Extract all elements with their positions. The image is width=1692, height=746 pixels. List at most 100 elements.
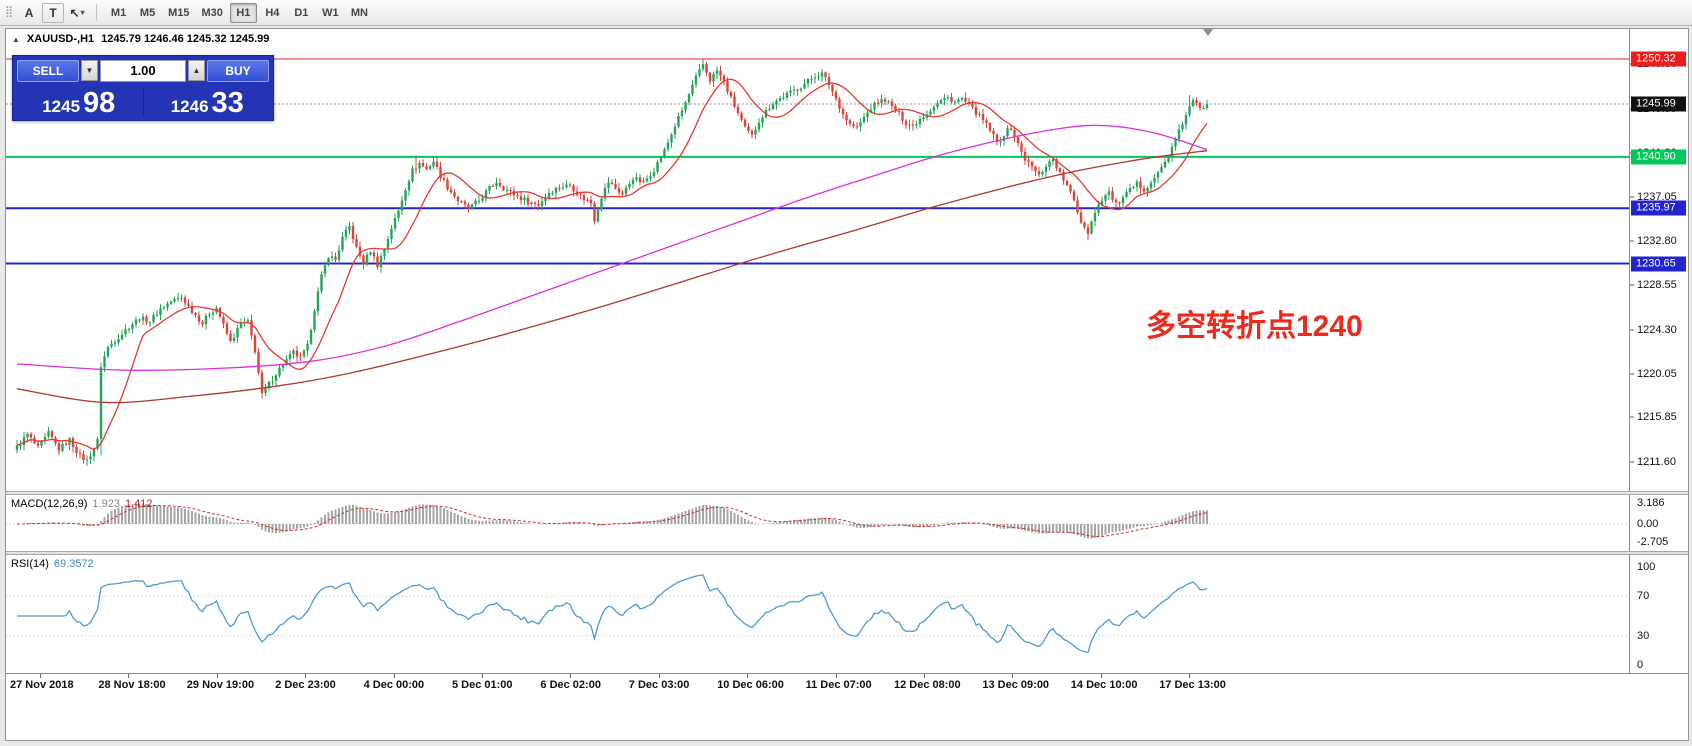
x-axis-tick bbox=[1189, 674, 1191, 678]
y-axis-label: 1224.30 bbox=[1637, 323, 1677, 336]
lot-decrease-button[interactable]: ▼ bbox=[81, 60, 98, 81]
x-axis-label: 10 Dec 06:00 bbox=[717, 679, 784, 691]
x-axis-label: 11 Dec 07:00 bbox=[805, 679, 872, 691]
sell-price-main: 1245 bbox=[42, 97, 81, 117]
buy-price[interactable]: 1246 33 bbox=[146, 87, 270, 120]
tab-timeframe-h4[interactable]: H4 bbox=[259, 3, 286, 23]
toolbar-grip-icon[interactable]: ⣿ bbox=[5, 6, 14, 18]
buy-price-pips: 33 bbox=[211, 87, 244, 120]
rsi-name: RSI(14) bbox=[11, 558, 49, 570]
x-axis-label: 13 Dec 09:00 bbox=[982, 679, 1050, 691]
x-axis-tick bbox=[482, 674, 483, 678]
x-axis-label: 4 Dec 00:00 bbox=[363, 679, 425, 691]
rsi-chart bbox=[6, 574, 1629, 654]
macd-histogram-layer bbox=[23, 503, 1208, 539]
buy-price-main: 1246 bbox=[170, 97, 209, 117]
y-axis-tick bbox=[1630, 329, 1634, 331]
y-axis-tick bbox=[1630, 240, 1634, 242]
lot-increase-button[interactable]: ▲ bbox=[188, 60, 205, 81]
candlestick-chart bbox=[6, 58, 1629, 466]
macd-label: MACD(12,26,9) 1.923 1.412 bbox=[11, 498, 152, 510]
one-click-collapse-icon[interactable]: ▲ bbox=[12, 34, 20, 44]
rsi-value: 69.3572 bbox=[53, 558, 94, 570]
x-axis-label: 5 Dec 01:00 bbox=[452, 679, 513, 691]
level-price-badge: 1230.65 bbox=[1631, 256, 1686, 272]
rsi-axis-label: 70 bbox=[1637, 590, 1650, 603]
x-axis-tick bbox=[1100, 674, 1102, 678]
tab-timeframe-h1[interactable]: H1 bbox=[229, 2, 257, 23]
x-axis-label: 12 Dec 08:00 bbox=[894, 679, 961, 691]
rsi-axis-label: 0 bbox=[1637, 659, 1644, 671]
x-axis-tick bbox=[128, 674, 130, 678]
chart-annotation-text: 多空转折点1240 bbox=[1146, 310, 1363, 343]
sell-price[interactable]: 1245 98 bbox=[17, 87, 141, 120]
x-axis-label: 6 Dec 02:00 bbox=[540, 679, 601, 691]
ma-lines-layer bbox=[16, 78, 1208, 450]
top-toolbar: ⣿ A T ↖ ▾ M1 M5 M15 M30 H1 H4 D1 W1 MN bbox=[0, 0, 1692, 26]
x-axis-label: 17 Dec 13:00 bbox=[1159, 679, 1226, 691]
lot-size-input[interactable] bbox=[100, 59, 186, 82]
x-axis-label: 2 Dec 23:00 bbox=[275, 679, 336, 691]
chart-ohlc-values: 1245.79 1246.46 1245.32 1245.99 bbox=[101, 33, 270, 45]
macd-main-value: 1.923 bbox=[92, 498, 120, 510]
cursor-mode-button[interactable]: ↖ ▾ bbox=[66, 3, 88, 23]
one-click-trading-panel: SELL ▼ ▲ BUY 1245 98 1246 33 bbox=[12, 55, 274, 121]
sell-price-pips: 98 bbox=[83, 87, 116, 120]
y-axis-tick bbox=[1630, 461, 1634, 463]
macd-axis-label: 3.186 bbox=[1637, 497, 1665, 509]
tab-timeframe-m15[interactable]: M15 bbox=[163, 3, 194, 23]
x-axis-tick bbox=[835, 674, 837, 678]
tab-timeframe-mn[interactable]: MN bbox=[346, 3, 373, 23]
price-axis[interactable]: 1249.801245.551241.301237.051232.801228.… bbox=[1630, 29, 1688, 491]
sell-button[interactable]: SELL bbox=[17, 59, 79, 82]
macd-signal-value: 1.412 bbox=[124, 498, 153, 510]
rsi-pane: RSI(14) 69.3572 100 70 30 0 bbox=[6, 555, 1688, 673]
time-axis[interactable]: 27 Nov 2018 28 Nov 18:00 29 Nov 19:00 2 Dec… bbox=[6, 673, 1688, 697]
x-axis-tick bbox=[924, 674, 925, 678]
y-axis-label: 1228.55 bbox=[1637, 279, 1677, 292]
pane-separator[interactable] bbox=[6, 491, 1688, 495]
text-annotation-button[interactable]: A bbox=[18, 3, 40, 23]
tab-timeframe-d1[interactable]: D1 bbox=[288, 3, 315, 23]
x-axis-label: 28 Nov 18:00 bbox=[98, 679, 166, 691]
rsi-axis-label: 100 bbox=[1637, 561, 1656, 573]
x-axis-tick bbox=[658, 674, 660, 678]
chart-title: ▲ XAUUSD-,H1 1245.79 1246.46 1245.32 124… bbox=[12, 33, 269, 45]
buy-button[interactable]: BUY bbox=[207, 59, 269, 82]
chevron-down-icon: ▾ bbox=[80, 8, 85, 17]
y-axis-label: 1237.05 bbox=[1637, 190, 1677, 203]
text-label-button[interactable]: T bbox=[42, 2, 65, 23]
tab-timeframe-w1[interactable]: W1 bbox=[317, 3, 344, 23]
pane-separator[interactable] bbox=[6, 551, 1688, 555]
rsi-line bbox=[17, 574, 1208, 654]
y-axis-tick bbox=[1630, 284, 1634, 286]
toolbar-separator bbox=[96, 4, 98, 21]
macd-axis-label: -2.705 bbox=[1637, 536, 1669, 548]
tab-timeframe-m5[interactable]: M5 bbox=[134, 3, 161, 23]
x-axis-tick bbox=[40, 674, 41, 678]
tab-timeframe-m30[interactable]: M30 bbox=[196, 3, 227, 23]
chart-symbol-period: XAUUSD-,H1 bbox=[26, 33, 95, 45]
main-chart-pane: ▲ XAUUSD-,H1 1245.79 1246.46 1245.32 124… bbox=[6, 29, 1688, 491]
macd-canvas[interactable]: MACD(12,26,9) 1.923 1.412 bbox=[6, 495, 1630, 551]
chart-window: ▲ XAUUSD-,H1 1245.79 1246.46 1245.32 124… bbox=[5, 28, 1689, 741]
level-price-badge: 1235.97 bbox=[1631, 200, 1686, 216]
x-axis-tick bbox=[1012, 674, 1014, 678]
y-axis-label: 1211.60 bbox=[1637, 455, 1676, 468]
price-divider bbox=[142, 87, 144, 117]
timeframe-button-group: M1 M5 M15 M30 H1 H4 D1 W1 MN bbox=[105, 2, 373, 23]
price-chart-canvas[interactable]: ▲ XAUUSD-,H1 1245.79 1246.46 1245.32 124… bbox=[6, 29, 1630, 491]
level-lines-layer bbox=[6, 58, 1629, 265]
tab-timeframe-m1[interactable]: M1 bbox=[105, 3, 132, 23]
x-axis-tick bbox=[305, 674, 307, 678]
x-axis-tick bbox=[570, 674, 572, 678]
y-axis-label: 1232.80 bbox=[1637, 235, 1677, 248]
current-price-badge: 1245.99 bbox=[1631, 96, 1686, 112]
chart-shift-marker-icon[interactable] bbox=[1203, 29, 1213, 36]
y-axis-tick bbox=[1630, 196, 1634, 198]
rsi-axis[interactable]: 100 70 30 0 bbox=[1630, 555, 1688, 673]
x-axis-tick bbox=[747, 674, 749, 678]
x-axis-tick bbox=[216, 674, 218, 678]
macd-axis[interactable]: 3.186 0.00 -2.705 bbox=[1630, 495, 1688, 551]
rsi-canvas[interactable]: RSI(14) 69.3572 bbox=[6, 555, 1630, 673]
